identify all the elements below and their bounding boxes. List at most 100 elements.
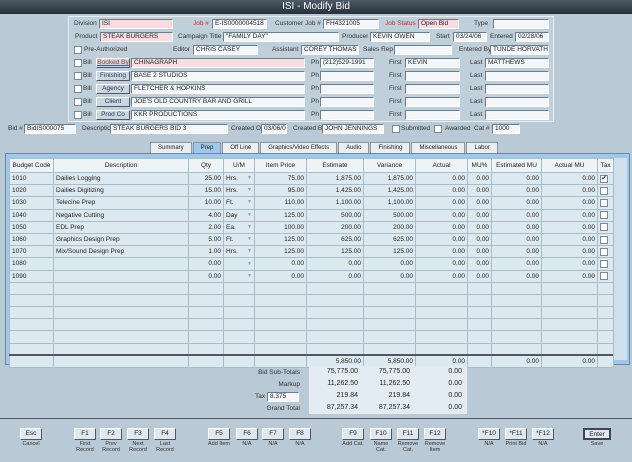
empty-cell[interactable] (188, 318, 224, 332)
cell-tax[interactable] (597, 208, 614, 222)
key-label[interactable]: *F11 (505, 428, 527, 440)
cell-mu%[interactable]: 0.00 (467, 257, 492, 271)
empty-cell[interactable] (53, 342, 189, 356)
empty-cell[interactable] (415, 306, 468, 320)
empty-cell[interactable] (188, 306, 224, 320)
tax-checkbox[interactable] (600, 272, 608, 281)
empty-row[interactable] (9, 318, 614, 332)
cell-u-m[interactable]: Day ▼ (223, 208, 255, 222)
bill-checkbox-booked-by[interactable] (74, 59, 82, 67)
bill-checkbox-agency[interactable] (74, 85, 82, 93)
cell-description[interactable]: Graphics Design Prep (53, 232, 189, 247)
cell-u-m[interactable]: Ea. ▼ (223, 220, 255, 234)
empty-cell[interactable] (467, 330, 492, 344)
submitted-checkbox[interactable] (392, 125, 400, 133)
key-label[interactable]: F7 (262, 428, 284, 440)
empty-cell[interactable] (223, 330, 255, 344)
column-header[interactable]: Tax (597, 158, 614, 173)
cell-u-m[interactable]: Hrs. ▼ (223, 245, 255, 259)
cell-variance[interactable]: 125.00 (363, 245, 416, 259)
cell-actual[interactable]: 0.00 (415, 184, 468, 198)
column-header[interactable]: Actual (415, 158, 468, 173)
table-row[interactable]: 1040 Negative Cutting 4.00 Day ▼ 125.00 500.00… (9, 208, 614, 222)
cell-estimated-mu[interactable]: 0.00 (491, 196, 542, 210)
cell-actual-mu[interactable]: 0.00 (541, 257, 598, 271)
empty-cell[interactable] (597, 318, 614, 332)
cell-estimate[interactable]: 1,100.00 (306, 196, 364, 210)
cell-description[interactable] (53, 257, 189, 271)
empty-cell[interactable] (53, 281, 189, 295)
prod-co-last-field[interactable] (485, 110, 549, 120)
customer-job-field[interactable]: FH4321005 (323, 19, 379, 29)
created-by-field[interactable]: JOHN JENNINGS (322, 124, 384, 134)
empty-cell[interactable] (306, 342, 364, 356)
job-field[interactable]: E-IS0000004518 (212, 19, 267, 29)
empty-cell[interactable] (467, 306, 492, 320)
empty-cell[interactable] (467, 318, 492, 332)
bill-checkbox-prod-co[interactable] (74, 111, 82, 119)
cell-actual[interactable]: 0.00 (415, 257, 468, 271)
tax-checkbox[interactable]: ✔ (600, 174, 608, 183)
fkey-shift-f12[interactable]: *F12 N/A (532, 428, 554, 447)
cell-qty[interactable]: 5.00 (188, 232, 224, 247)
cell-u-m[interactable]: Hrs. ▼ (223, 184, 255, 198)
empty-cell[interactable] (9, 306, 54, 320)
key-label[interactable]: F8 (289, 428, 311, 440)
cell-mu%[interactable]: 0.00 (467, 220, 492, 234)
table-row[interactable]: 1070 Mix/Sound Design Prep 1.00 Hrs. ▼ 125.00… (9, 245, 614, 259)
booked-by-last-field[interactable]: MATTHEWS (485, 58, 549, 68)
empty-cell[interactable] (306, 306, 364, 320)
empty-cell[interactable] (254, 318, 307, 332)
bid-field[interactable]: BidIS000075 (24, 124, 76, 134)
empty-cell[interactable] (306, 318, 364, 332)
empty-cell[interactable] (9, 330, 54, 344)
empty-cell[interactable] (363, 342, 416, 356)
cell-estimate[interactable]: 625.00 (306, 232, 364, 247)
division-field[interactable]: ISI (99, 19, 173, 29)
fkey-shift-f10[interactable]: *F10 N/A (478, 428, 500, 447)
tab-miscellaneous[interactable]: Miscellaneous (411, 142, 466, 153)
client-last-field[interactable] (485, 97, 549, 107)
empty-cell[interactable] (254, 306, 307, 320)
empty-cell[interactable] (415, 318, 468, 332)
finishing-phone-field[interactable] (320, 71, 374, 81)
cell-item-price[interactable]: 125.00 (254, 232, 307, 247)
prod-co-phone-field[interactable] (320, 110, 374, 120)
cell-description[interactable]: EDL Prep (53, 220, 189, 234)
cell-mu%[interactable]: 0.00 (467, 232, 492, 247)
key-label[interactable]: Enter (583, 428, 611, 440)
empty-cell[interactable] (363, 293, 416, 308)
cell-actual[interactable]: 0.00 (415, 171, 468, 186)
tax-checkbox[interactable] (600, 247, 608, 256)
key-label[interactable]: F11 (397, 428, 419, 440)
agency-name-field[interactable]: FLETCHER & HOPKINS (131, 84, 305, 94)
cell-estimated-mu[interactable]: 0.00 (491, 232, 542, 247)
empty-cell[interactable] (223, 342, 255, 356)
empty-cell[interactable] (223, 306, 255, 320)
empty-cell[interactable] (597, 330, 614, 344)
agency-first-field[interactable] (405, 84, 460, 94)
cell-tax[interactable] (597, 220, 614, 234)
bill-checkbox-client[interactable] (74, 98, 82, 106)
cell-mu%[interactable]: 0.00 (467, 196, 492, 210)
dropdown-arrow-icon[interactable]: ▼ (247, 199, 252, 206)
empty-cell[interactable] (597, 342, 614, 356)
sales-rep-field[interactable] (394, 45, 452, 55)
column-header[interactable]: Description (53, 158, 189, 173)
empty-cell[interactable] (541, 306, 598, 320)
cell-estimated-mu[interactable]: 0.00 (491, 220, 542, 234)
fkey-f2[interactable]: F2 Prev Record (100, 428, 122, 453)
table-row[interactable]: 1020 Dailies Digitizing 15.00 Hrs. ▼ 95.00 1,4… (9, 184, 614, 198)
cell-actual-mu[interactable]: 0.00 (541, 184, 598, 198)
cell-tax[interactable] (597, 269, 614, 283)
key-label[interactable]: *F12 (532, 428, 554, 440)
cell-actual-mu[interactable]: 0.00 (541, 208, 598, 222)
cell-description[interactable] (53, 269, 189, 283)
empty-cell[interactable] (363, 318, 416, 332)
empty-row[interactable] (9, 293, 614, 308)
empty-cell[interactable] (223, 281, 255, 295)
cell-u-m[interactable]: Ft. ▼ (223, 232, 255, 247)
empty-cell[interactable] (363, 281, 416, 295)
empty-cell[interactable] (9, 293, 54, 308)
cell-estimated-mu[interactable]: 0.00 (491, 208, 542, 222)
